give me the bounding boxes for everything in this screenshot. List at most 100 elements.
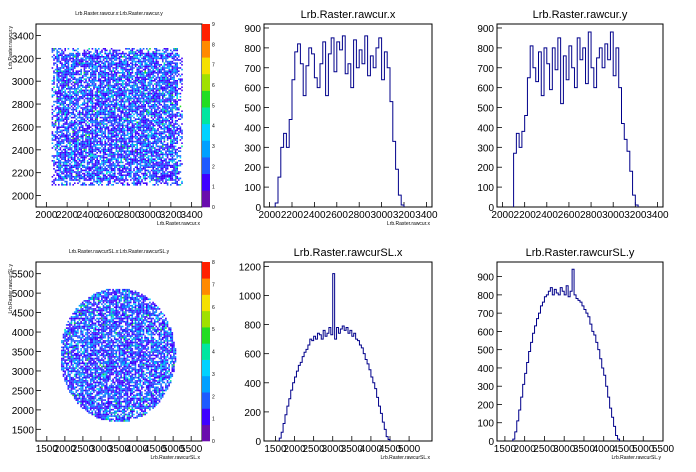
plot-frame: [496, 261, 664, 442]
chart-title: Lrb.Raster.rawcur.y: [533, 9, 628, 21]
x-tick-label: 4000: [360, 444, 383, 455]
plot-frame: [496, 23, 664, 208]
color-scale-band: [202, 262, 210, 279]
chart-panel-4: Lrb.Raster.rawcurSL.x:Lrb.Raster.rawcurS…: [8, 249, 215, 461]
y-tick-label: 500: [244, 104, 261, 115]
x-tick-label: 2400: [536, 210, 559, 221]
y-tick-label: 800: [477, 291, 494, 302]
y-tick-label: 400: [244, 379, 261, 390]
y-tick-label: 300: [244, 143, 261, 154]
x-tick-label: 2600: [326, 210, 349, 221]
histogram-series: [274, 35, 405, 207]
x-tick-label: 2400: [303, 210, 326, 221]
y-tick-label: 700: [477, 309, 494, 320]
x-tick-label: 4500: [612, 444, 635, 455]
x-tick-label: 3500: [341, 444, 364, 455]
color-scale-band: [202, 359, 210, 377]
y-tick-label: 300: [477, 382, 494, 393]
color-scale-band: [202, 140, 210, 158]
color-scale: 0 1 2 3 4 5 6 7 8 9: [202, 22, 215, 211]
title-box: [292, 6, 404, 20]
x-tick-label: 2500: [303, 444, 326, 455]
color-scale-label: 1: [212, 417, 215, 423]
y-tick-label: 1500: [12, 425, 35, 436]
y-tick-label: 2400: [12, 146, 35, 157]
x-tick-label: 5500: [652, 444, 675, 455]
y-tick-label: 600: [477, 84, 494, 95]
x-tick-label: 2000: [514, 444, 537, 455]
color-scale-band: [202, 24, 210, 41]
x-tick-label: 3500: [108, 444, 131, 455]
x-tick-label: 1500: [36, 444, 59, 455]
color-scale-label: 0: [212, 205, 215, 211]
x-tick-label: 2000: [258, 210, 281, 221]
y-tick-label: 400: [477, 123, 494, 134]
x-tick-label: 3000: [370, 210, 393, 221]
histogram-series: [278, 273, 391, 441]
color-scale-band: [202, 343, 210, 360]
color-scale-label: 6: [212, 83, 215, 89]
color-scale-band: [202, 392, 210, 409]
x-tick-label: 3500: [573, 444, 596, 455]
y-tick-label: 500: [477, 346, 494, 357]
y-tick-label: 3400: [12, 31, 35, 42]
color-scale-band: [202, 294, 210, 312]
y-axis-label: Lrb.Raster.rawcur.y: [8, 26, 14, 70]
color-scale-label: 8: [212, 260, 215, 266]
color-scale-label: 1: [212, 185, 215, 191]
x-tick-label: 2000: [283, 444, 306, 455]
x-tick-label: 2500: [533, 444, 556, 455]
x-axis-label: Lrb.Raster.rawcurSL.x: [151, 455, 201, 461]
y-tick-label: 4000: [12, 328, 35, 339]
y-axis-label: Lrb.Raster.rawcurSL.y: [8, 264, 14, 314]
y-tick-label: 500: [477, 104, 494, 115]
y-tick-label: 200: [244, 163, 261, 174]
x-tick-label: 2800: [348, 210, 371, 221]
color-scale-band: [202, 107, 210, 125]
x-tick-label: 2800: [580, 210, 603, 221]
color-scale-band: [202, 278, 210, 295]
y-tick-label: 1200: [239, 262, 262, 273]
chart-panel-1: Lrb.Raster.rawcur.x:Lrb.Raster.rawcur.y 2…: [8, 11, 215, 227]
x-tick-label: 2400: [77, 210, 100, 221]
y-tick-label: 100: [244, 183, 261, 194]
y-tick-label: 400: [477, 364, 494, 375]
x-tick-label: 3200: [624, 210, 647, 221]
plot-frame: [263, 261, 433, 442]
color-scale-label: 3: [212, 144, 215, 150]
x-tick-label: 2600: [558, 210, 581, 221]
y-tick-label: 900: [244, 24, 261, 35]
x-tick-label: 4500: [144, 444, 167, 455]
y-tick-label: 5000: [12, 289, 35, 300]
color-scale-band: [202, 73, 210, 91]
y-tick-label: 300: [477, 143, 494, 154]
x-tick-label: 2000: [35, 210, 58, 221]
y-tick-label: 600: [244, 84, 261, 95]
heatmap-cells: [51, 48, 183, 186]
x-tick-label: 4000: [126, 444, 149, 455]
x-tick-label: 5000: [398, 444, 421, 455]
x-tick-label: 5500: [180, 444, 203, 455]
y-tick-label: 800: [244, 44, 261, 55]
y-tick-label: 900: [477, 273, 494, 284]
x-tick-label: 2000: [491, 210, 514, 221]
color-scale-label: 5: [212, 327, 215, 333]
chart-title: Lrb.Raster.rawcur.x:Lrb.Raster.rawcur.y: [75, 11, 163, 17]
plot-frame: [263, 23, 433, 208]
y-tick-label: 2000: [12, 406, 35, 417]
color-scale-label: 5: [212, 103, 215, 109]
y-tick-label: 0: [488, 203, 494, 214]
x-tick-label: 1500: [264, 444, 287, 455]
x-axis-label: Lrb.Raster.rawcurSL.x: [381, 455, 431, 461]
x-tick-label: 3000: [602, 210, 625, 221]
color-scale-label: 6: [212, 305, 215, 311]
y-tick-label: 1000: [239, 291, 262, 302]
histogram-series: [512, 268, 621, 441]
x-tick-label: 2200: [56, 210, 79, 221]
color-scale-band: [202, 123, 210, 141]
y-tick-label: 3500: [12, 348, 35, 359]
y-tick-label: 800: [477, 44, 494, 55]
color-scale: 0 1 2 3 4 5 6 7 8: [202, 260, 215, 445]
x-tick-label: 3000: [322, 444, 345, 455]
y-tick-label: 700: [244, 64, 261, 75]
